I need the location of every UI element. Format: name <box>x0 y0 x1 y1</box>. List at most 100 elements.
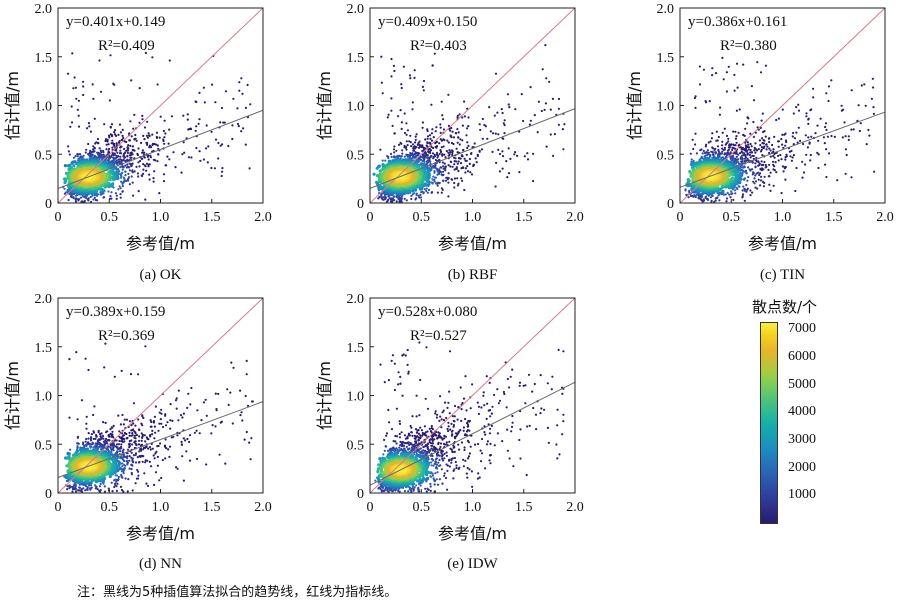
data-point <box>796 141 799 144</box>
data-point <box>391 197 395 200</box>
data-point <box>752 180 755 183</box>
data-point <box>63 164 67 168</box>
data-point <box>543 108 546 111</box>
data-point <box>415 192 418 195</box>
data-point <box>507 147 510 150</box>
data-point <box>760 175 763 178</box>
data-point <box>400 121 403 124</box>
data-point <box>118 123 122 126</box>
data-point <box>808 142 811 145</box>
data-point <box>411 101 414 104</box>
data-point <box>381 92 384 95</box>
data-point <box>122 176 125 179</box>
data-point <box>857 104 860 107</box>
data-point <box>549 108 552 111</box>
data-point <box>92 97 95 100</box>
data-point <box>749 148 752 152</box>
data-point <box>93 196 96 199</box>
data-point <box>143 164 146 167</box>
data-point <box>711 147 714 150</box>
data-point <box>453 186 456 189</box>
data-point <box>168 158 171 161</box>
data-point <box>777 154 780 157</box>
data-point <box>749 194 752 197</box>
data-point <box>88 125 91 128</box>
data-point <box>850 128 853 131</box>
data-point <box>872 86 875 89</box>
data-point <box>760 160 763 163</box>
data-point <box>128 132 131 135</box>
data-point <box>146 136 149 139</box>
data-point <box>433 171 436 174</box>
data-point <box>126 151 129 154</box>
data-point <box>143 126 147 129</box>
data-point <box>466 170 470 173</box>
data-point <box>754 180 758 183</box>
data-point <box>460 154 463 158</box>
data-point <box>706 149 709 152</box>
data-point <box>110 191 113 194</box>
data-point <box>403 155 406 158</box>
data-point <box>72 87 75 90</box>
data-point <box>783 167 786 170</box>
data-point <box>447 195 450 198</box>
data-point <box>211 83 214 86</box>
data-point <box>707 141 710 144</box>
data-point <box>421 190 424 193</box>
data-point <box>459 162 463 165</box>
data-point <box>772 154 775 158</box>
data-point <box>688 189 691 192</box>
data-point <box>240 77 243 80</box>
data-point <box>413 156 417 159</box>
data-point <box>384 159 387 162</box>
data-point <box>231 124 234 127</box>
data-point <box>745 190 748 193</box>
data-point <box>451 151 454 155</box>
data-point <box>822 136 825 139</box>
data-point <box>403 197 406 200</box>
y-tick-label: 0.5 <box>35 148 53 163</box>
data-point <box>423 157 426 161</box>
y-tick-label: 2.0 <box>347 2 365 17</box>
data-point <box>442 167 445 170</box>
data-point <box>94 198 97 202</box>
data-point <box>198 150 201 153</box>
data-point <box>422 148 425 151</box>
data-point <box>67 72 70 75</box>
data-point <box>168 59 171 62</box>
data-point <box>134 133 137 137</box>
data-point <box>431 178 434 181</box>
data-point <box>411 143 415 146</box>
data-point <box>799 139 802 142</box>
data-point <box>710 137 713 140</box>
data-point <box>81 200 84 203</box>
data-point <box>135 139 138 142</box>
data-point <box>461 179 464 182</box>
data-point <box>463 115 466 118</box>
data-point <box>732 143 735 147</box>
data-point <box>767 168 770 171</box>
data-point <box>67 150 70 153</box>
data-point <box>381 192 384 195</box>
data-point <box>157 153 160 156</box>
data-point <box>725 154 728 157</box>
data-point <box>540 109 543 113</box>
data-point <box>413 153 416 156</box>
data-point <box>749 132 752 135</box>
data-point <box>152 177 155 180</box>
data-point <box>759 172 762 175</box>
trend-line <box>369 108 576 189</box>
data-point <box>453 156 456 159</box>
data-point <box>830 79 833 82</box>
data-point <box>801 176 804 179</box>
data-point <box>405 140 408 143</box>
data-point <box>137 161 140 164</box>
data-point <box>428 134 432 137</box>
data-point <box>67 145 70 148</box>
data-point <box>748 168 751 171</box>
data-point <box>464 167 467 170</box>
data-point <box>726 149 730 152</box>
data-point <box>412 147 415 150</box>
data-point <box>758 139 761 142</box>
data-point <box>119 187 122 190</box>
